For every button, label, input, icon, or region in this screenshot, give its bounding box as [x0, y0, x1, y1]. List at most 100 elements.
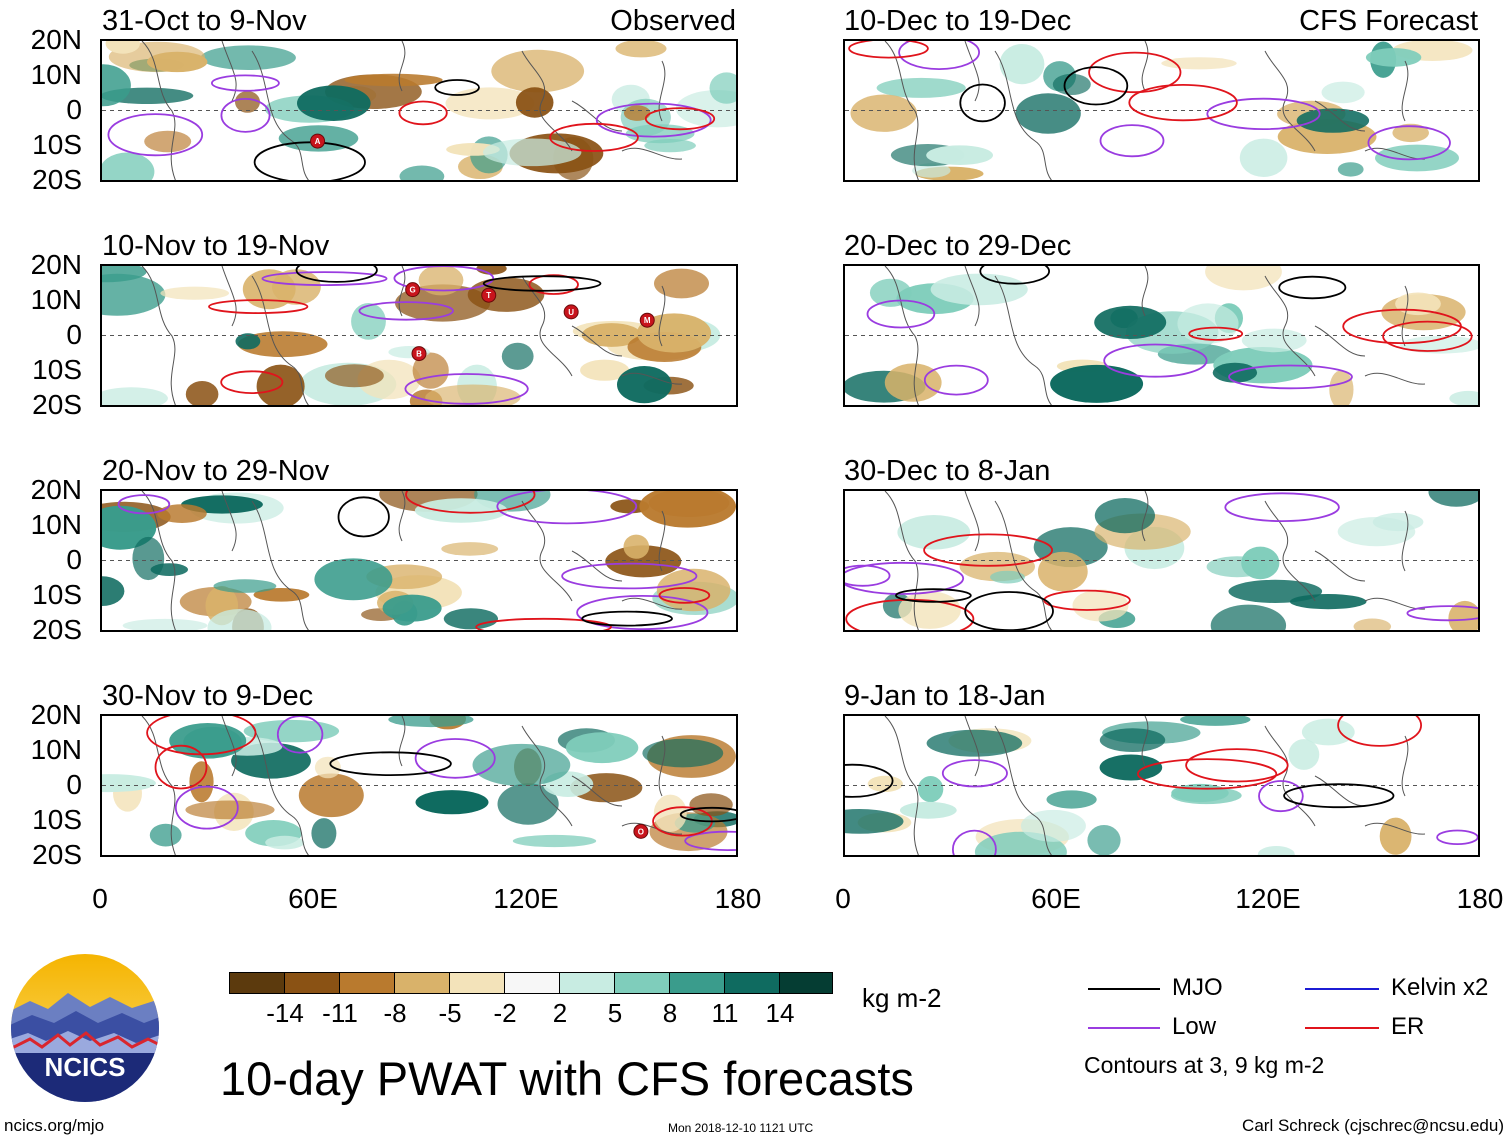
- er-contour: [848, 41, 929, 59]
- pwat-anomaly-blob: [1241, 546, 1280, 580]
- site-link[interactable]: ncics.org/mjo: [4, 1116, 105, 1135]
- main-title: 10-day PWAT with CFS forecasts: [220, 1052, 914, 1105]
- mjo-contour: [295, 266, 378, 283]
- map-panel-observed-4: O: [100, 714, 738, 857]
- author-credit: Carl Schreck (cjschrec@ncsu.edu): [1242, 1116, 1504, 1135]
- coastline: [884, 266, 1426, 405]
- y-tick: 10S: [32, 804, 82, 835]
- y-tick: 0: [66, 769, 82, 800]
- panel-title-forecast-3: 30-Dec to 8-Jan: [844, 455, 1051, 487]
- pwat-anomaly-blob: [581, 323, 642, 347]
- er-contour: [1337, 716, 1422, 747]
- low-contour: [561, 562, 698, 590]
- mjo-contour: [253, 141, 366, 180]
- pwat-anomaly-blob: [1099, 728, 1166, 752]
- mjo-contour: [979, 266, 1050, 285]
- pwat-anomaly-blob: [132, 536, 165, 581]
- pwat-anomaly-blob: [1228, 579, 1323, 603]
- pwat-anomaly-blob: [1020, 809, 1086, 842]
- low-contour: [414, 738, 496, 779]
- pwat-anomaly-blob: [1337, 162, 1364, 177]
- low-contour: [393, 266, 495, 292]
- pwat-anomaly-blob: [656, 568, 731, 612]
- pwat-anomaly-blob: [311, 818, 337, 849]
- y-tick: 20S: [32, 164, 82, 195]
- pwat-anomaly-blob: [102, 266, 147, 283]
- pwat-anomaly-blob: [265, 835, 305, 850]
- pwat-anomaly-blob: [443, 608, 498, 630]
- pwat-anomaly-blob: [930, 273, 1028, 306]
- storm-marker: T: [481, 287, 497, 303]
- x-tick-right: 120E: [1235, 883, 1301, 914]
- pwat-anomaly-blob: [169, 723, 247, 759]
- pwat-anomaly-blob: [157, 504, 207, 523]
- pwat-anomaly-blob: [605, 545, 682, 578]
- y-tick: 0: [66, 94, 82, 125]
- pwat-anomaly-blob: [102, 576, 125, 606]
- pwat-anomaly-blob: [122, 618, 208, 630]
- pwat-anomaly-blob: [1375, 144, 1459, 172]
- pwat-anomaly-blob: [654, 268, 709, 299]
- low-contour: [1224, 492, 1340, 523]
- pwat-anomaly-blob: [845, 809, 904, 834]
- pwat-anomaly-blob: [298, 773, 364, 818]
- units-label: kg m-2: [862, 983, 942, 1013]
- legend-swatch-mjo: [1088, 988, 1160, 990]
- map-canvas: O: [102, 716, 736, 855]
- map-canvas: [845, 716, 1478, 855]
- map-panel-observed-3: [100, 489, 738, 632]
- map-canvas: [845, 266, 1478, 405]
- mjo-contour: [581, 610, 673, 627]
- low-contour: [684, 830, 736, 851]
- colorbar-tick: 11: [711, 998, 739, 1028]
- pwat-anomaly-blob: [441, 542, 499, 556]
- x-tick-right: 180: [1456, 883, 1504, 914]
- pwat-anomaly-blob: [1288, 739, 1320, 770]
- pwat-anomaly-blob: [899, 801, 957, 819]
- legend-swatch-er: [1305, 1027, 1379, 1029]
- colorbar-cell: [779, 972, 833, 994]
- low-contour: [210, 74, 280, 92]
- low-contour: [1206, 97, 1321, 131]
- pwat-anomaly-blob: [242, 269, 296, 310]
- pwat-anomaly-blob: [689, 793, 733, 817]
- storm-marker-dot: [411, 346, 427, 362]
- pwat-anomaly-blob: [912, 163, 951, 178]
- mjo-contour: [845, 763, 894, 798]
- colorbar-tick: -2: [493, 998, 517, 1028]
- low-contour: [898, 41, 980, 70]
- panel-title-observed-3: 20-Nov to 29-Nov: [102, 455, 330, 487]
- pwat-anomaly-blob: [617, 366, 672, 404]
- pwat-anomaly-blob: [445, 87, 535, 120]
- er-contour: [146, 716, 257, 756]
- map-panel-forecast-3: [843, 489, 1480, 632]
- y-tick: 20S: [32, 614, 82, 645]
- pwat-anomaly-blob: [253, 588, 310, 602]
- er-contour: [1128, 83, 1238, 122]
- panel-title-forecast-2: 20-Dec to 29-Dec: [844, 230, 1072, 262]
- x-tick-left: 180: [714, 883, 762, 914]
- colorbar-cell: [559, 972, 615, 994]
- pwat-anomaly-blob: [1210, 604, 1287, 630]
- low-contour: [923, 364, 989, 396]
- er-contour: [644, 107, 716, 131]
- pwat-anomaly-blob: [1448, 600, 1478, 630]
- pwat-anomaly-blob: [1353, 618, 1392, 630]
- pwat-anomaly-blob: [399, 165, 445, 180]
- colorbar-tick: 5: [607, 998, 623, 1028]
- x-tick-left: 0: [92, 883, 108, 914]
- low-contour: [941, 759, 1008, 788]
- pwat-anomaly-blob: [709, 72, 736, 104]
- low-contour: [496, 491, 638, 525]
- pwat-anomaly-blob: [1072, 589, 1129, 622]
- y-tick: 10N: [30, 284, 82, 315]
- pwat-anomaly-blob: [637, 313, 712, 353]
- pwat-anomaly-blob: [884, 363, 942, 402]
- mjo-contour: [679, 806, 736, 823]
- pwat-anomaly-blob: [917, 776, 944, 803]
- pwat-anomaly-blob: [1099, 754, 1163, 781]
- legend-swatch-kelvin: [1305, 988, 1379, 990]
- pwat-anomaly-blob: [207, 609, 272, 630]
- pwat-anomaly-blob: [344, 73, 443, 87]
- mjo-contour: [329, 751, 452, 777]
